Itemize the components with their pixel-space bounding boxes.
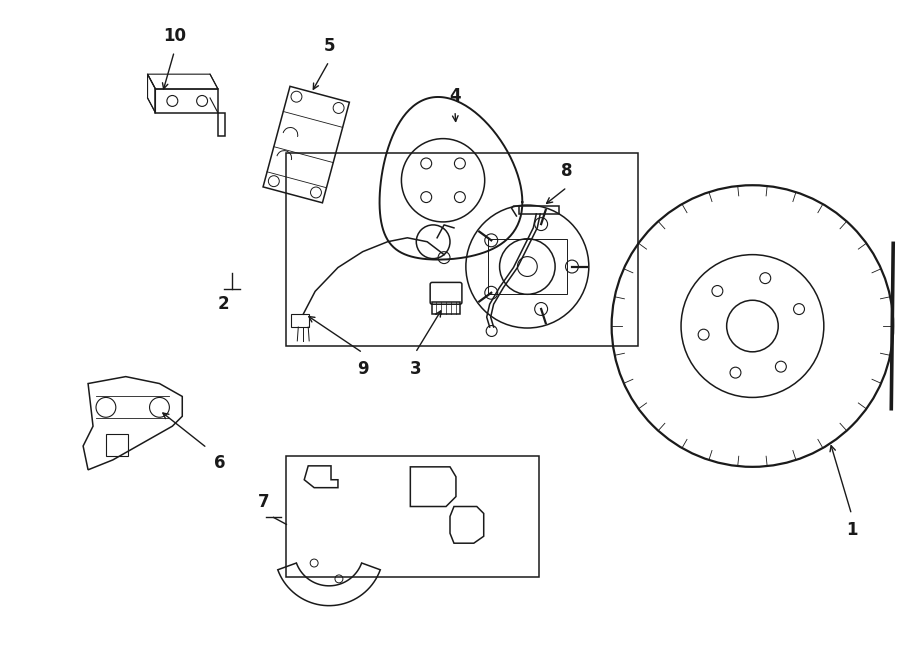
Text: 4: 4 (449, 87, 461, 105)
Bar (432, 302, 460, 314)
Text: 9: 9 (357, 360, 369, 377)
Text: 1: 1 (846, 522, 858, 539)
Text: 10: 10 (163, 27, 185, 46)
Text: 2: 2 (218, 295, 230, 313)
Circle shape (417, 225, 450, 258)
Text: 3: 3 (410, 360, 421, 377)
Text: 5: 5 (323, 37, 335, 56)
Bar (286, 456, 539, 577)
Bar (292, 314, 310, 327)
Bar (488, 239, 567, 294)
Text: 6: 6 (214, 454, 226, 472)
Bar (106, 434, 128, 456)
Text: 7: 7 (257, 494, 269, 512)
Text: 8: 8 (562, 162, 572, 180)
Bar (286, 153, 638, 346)
